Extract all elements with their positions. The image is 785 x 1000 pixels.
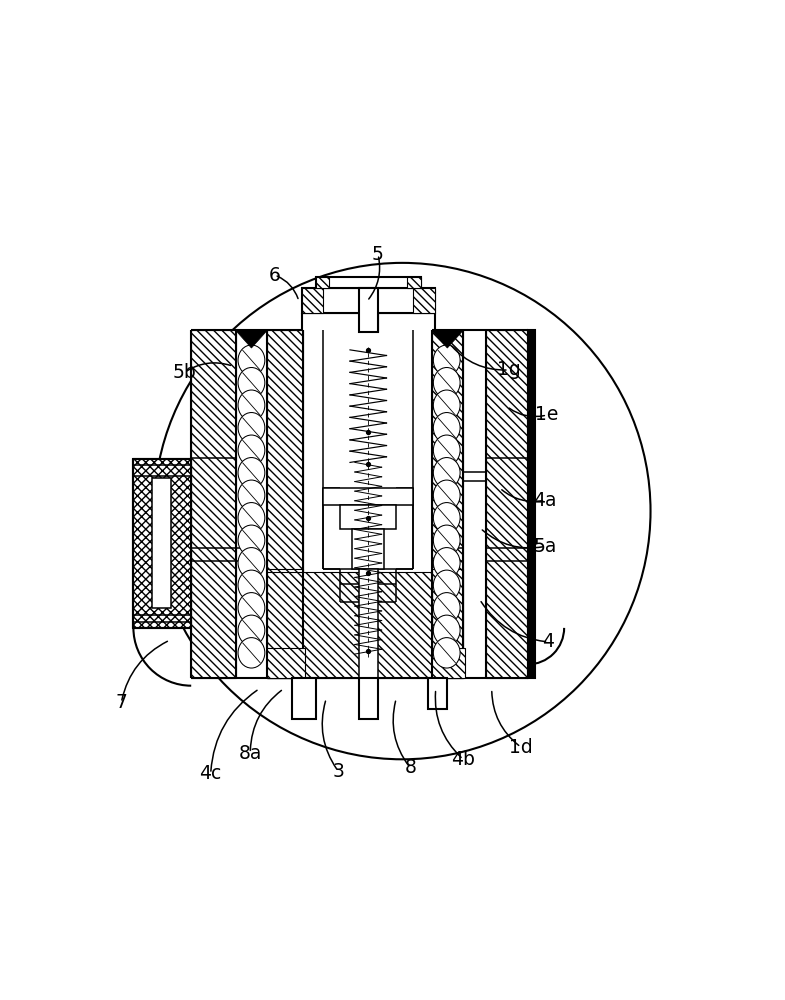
Text: 8a: 8a xyxy=(239,744,262,763)
Ellipse shape xyxy=(238,615,265,646)
Polygon shape xyxy=(432,330,463,348)
Bar xyxy=(316,277,421,288)
Bar xyxy=(428,678,447,709)
Ellipse shape xyxy=(433,593,460,623)
Text: 4a: 4a xyxy=(534,491,557,510)
Bar xyxy=(352,529,384,569)
Ellipse shape xyxy=(238,638,265,668)
Ellipse shape xyxy=(433,525,460,555)
Text: 4: 4 xyxy=(542,632,554,651)
Bar xyxy=(302,288,323,313)
Ellipse shape xyxy=(433,345,460,375)
Ellipse shape xyxy=(238,548,265,578)
Ellipse shape xyxy=(433,548,460,578)
Ellipse shape xyxy=(433,503,460,533)
Ellipse shape xyxy=(238,435,265,465)
Bar xyxy=(432,569,463,678)
Ellipse shape xyxy=(238,345,265,375)
Bar xyxy=(528,330,535,678)
Text: 6: 6 xyxy=(268,266,280,285)
Text: 3: 3 xyxy=(333,762,345,781)
Bar xyxy=(133,459,192,628)
Bar xyxy=(316,277,330,288)
Polygon shape xyxy=(236,330,267,348)
Ellipse shape xyxy=(433,615,460,646)
Ellipse shape xyxy=(238,390,265,420)
Ellipse shape xyxy=(238,503,265,533)
Ellipse shape xyxy=(238,368,265,398)
Ellipse shape xyxy=(433,570,460,601)
Text: 5: 5 xyxy=(372,245,384,264)
Text: 1e: 1e xyxy=(535,405,559,424)
Ellipse shape xyxy=(433,458,460,488)
Bar xyxy=(407,277,421,288)
Ellipse shape xyxy=(433,480,460,510)
Text: 5a: 5a xyxy=(534,537,557,556)
Circle shape xyxy=(154,263,651,759)
Bar xyxy=(340,505,396,529)
Bar xyxy=(323,488,413,505)
Ellipse shape xyxy=(238,480,265,510)
Ellipse shape xyxy=(433,413,460,443)
Bar xyxy=(267,569,302,678)
Ellipse shape xyxy=(433,435,460,465)
Ellipse shape xyxy=(238,593,265,623)
Bar xyxy=(413,288,435,313)
Bar xyxy=(267,648,305,678)
Text: 1d: 1d xyxy=(509,738,533,757)
Bar xyxy=(359,288,378,332)
Bar xyxy=(359,569,378,678)
Text: 5b: 5b xyxy=(173,363,196,382)
Bar xyxy=(192,330,236,678)
Bar xyxy=(432,330,463,678)
Bar xyxy=(291,678,316,719)
Text: 7: 7 xyxy=(115,693,127,712)
Bar xyxy=(432,648,465,678)
Ellipse shape xyxy=(238,413,265,443)
Ellipse shape xyxy=(433,390,460,420)
Ellipse shape xyxy=(433,638,460,668)
Text: 4c: 4c xyxy=(199,764,222,783)
Text: 8: 8 xyxy=(404,758,416,777)
Bar xyxy=(267,572,432,678)
Ellipse shape xyxy=(238,458,265,488)
Ellipse shape xyxy=(238,570,265,601)
Ellipse shape xyxy=(433,368,460,398)
Text: 4b: 4b xyxy=(451,750,475,769)
Bar xyxy=(302,288,435,313)
Bar xyxy=(486,330,528,678)
Bar xyxy=(267,330,302,678)
Bar xyxy=(152,478,171,608)
Text: 1g: 1g xyxy=(497,360,520,379)
Bar xyxy=(359,678,378,719)
Ellipse shape xyxy=(238,525,265,555)
